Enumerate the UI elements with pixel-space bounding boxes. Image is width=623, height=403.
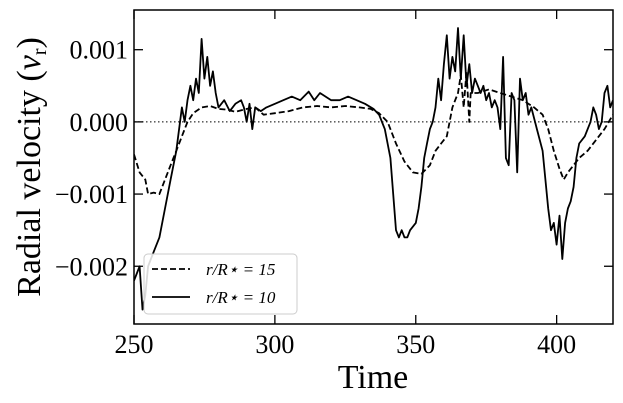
series-line-2 <box>134 27 613 311</box>
y-tick-label: 0.000 <box>70 108 129 137</box>
y-tick-label: −0.002 <box>55 252 128 281</box>
y-axis-title-sub: r <box>29 48 51 55</box>
y-axis-title-main: Radial velocity ( <box>11 70 48 297</box>
x-axis-title: Time <box>338 359 409 396</box>
series-line-1 <box>134 70 613 195</box>
x-tick-label: 300 <box>255 330 294 359</box>
y-tick-label: −0.001 <box>55 180 128 209</box>
labels-layer: Time Radial velocity (vr) <box>11 37 408 396</box>
legend-label-2: r/R⋆ = 10 <box>206 288 276 307</box>
y-axis-title: Radial velocity (vr) <box>11 37 51 297</box>
x-tick-label: 250 <box>115 330 154 359</box>
ticks-layer: 250 300 350 400 −0.002 −0.001 0.000 0.001 <box>55 10 613 359</box>
y-axis-title-close: ) <box>11 37 48 48</box>
plot-frame <box>133 9 614 325</box>
x-tick-label: 350 <box>396 330 435 359</box>
y-tick-label: 0.001 <box>70 36 129 65</box>
y-axis-title-var: v <box>11 54 48 70</box>
legend: r/R⋆ = 15 r/R⋆ = 10 <box>143 253 298 315</box>
x-tick-label: 400 <box>537 330 576 359</box>
legend-label-1: r/R⋆ = 15 <box>206 260 275 279</box>
series-layer <box>134 27 613 311</box>
